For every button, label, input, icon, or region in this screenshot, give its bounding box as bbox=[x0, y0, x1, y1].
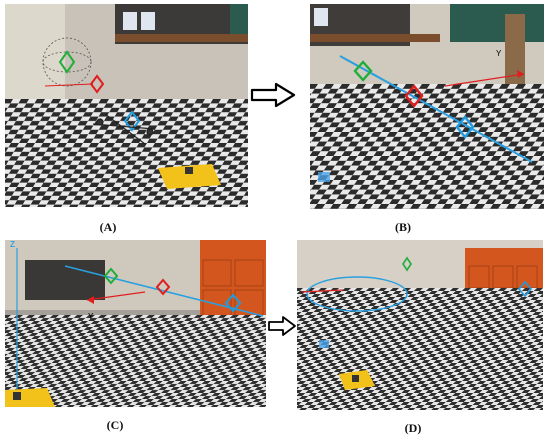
caption-c: (C) bbox=[106, 418, 124, 432]
z-axis-label-text: Z bbox=[10, 240, 15, 249]
y-axis-label-c: Y bbox=[88, 313, 93, 321]
photo-panel-b bbox=[310, 4, 544, 209]
photo-panel-c bbox=[5, 240, 266, 407]
right-arrow-icon bbox=[268, 316, 296, 336]
photo-panel-a bbox=[5, 4, 248, 207]
photo-panel-d bbox=[297, 240, 543, 410]
caption-b: (B) bbox=[395, 220, 411, 234]
right-arrow-icon bbox=[250, 82, 296, 108]
caption-d: (D) bbox=[404, 421, 422, 435]
z-axis-label: Z bbox=[10, 241, 15, 249]
caption-a: (A) bbox=[99, 220, 117, 234]
y-axis-label-b: Y bbox=[496, 50, 501, 58]
y-axis-label-c-text: Y bbox=[88, 312, 94, 321]
y-axis-label-b-text: Y bbox=[496, 49, 502, 58]
